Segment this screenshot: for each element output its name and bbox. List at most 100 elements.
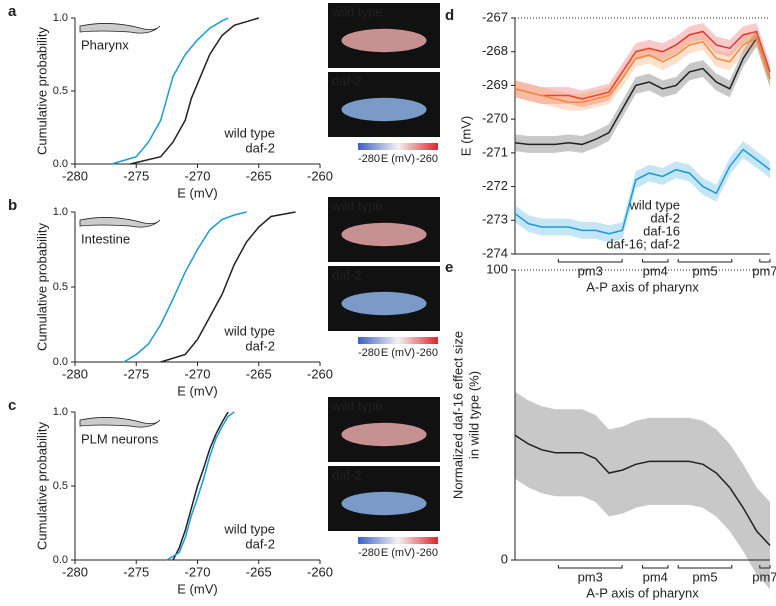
y-tick-label: 0.5	[53, 85, 68, 97]
annotation: Intestine	[81, 231, 130, 246]
image-label: wild type	[331, 398, 383, 413]
y-tick-label: 0.5	[53, 281, 68, 293]
region-bracket	[557, 259, 623, 263]
y-tick-label: 0.0	[53, 158, 68, 170]
region-label: pm4	[643, 263, 668, 278]
y-tick-label: 1.0	[53, 206, 68, 218]
x-axis-label: E (mV)	[177, 581, 217, 596]
x-tick-label: -265	[246, 564, 272, 579]
specimen	[341, 422, 427, 447]
y-axis-label: Cumulative probability	[34, 27, 49, 155]
region-bracket	[677, 565, 733, 569]
error-band	[515, 29, 770, 153]
panel-letter: c	[8, 397, 16, 414]
colorbar-tick-label: -260	[416, 347, 438, 359]
cdf-line	[129, 17, 259, 165]
panel-letter: a	[8, 3, 17, 20]
x-axis-label: A-P axis of pharynx	[586, 585, 699, 600]
image-label: wild type	[331, 4, 383, 19]
image-label: daf-2	[332, 267, 362, 282]
x-tick-label: -265	[246, 168, 272, 183]
y-axis-label: Cumulative probability	[34, 223, 49, 351]
region-label: pm4	[643, 569, 668, 584]
y-tick-label: -272	[482, 178, 508, 193]
legend-label: daf-2	[650, 210, 680, 225]
panel-letter: b	[8, 197, 17, 214]
cdf-line	[172, 411, 229, 561]
colorbar-tick-label: -280	[358, 347, 380, 359]
region-label: pm3	[578, 263, 603, 278]
y-tick-label: -273	[482, 212, 508, 227]
y-tick-label: 0	[501, 551, 508, 566]
colorbar-tick-label: -260	[416, 547, 438, 559]
x-tick-label: -275	[123, 564, 149, 579]
mean-line	[514, 434, 771, 547]
region-bracket	[759, 565, 771, 569]
legend-label: daf-2	[245, 140, 275, 155]
x-tick-label: -280	[62, 168, 88, 183]
y-tick-label: -268	[482, 43, 508, 58]
region-label: pm7	[752, 263, 776, 278]
y-axis-label: Cumulative probability	[34, 422, 49, 550]
colorbar-label: E (mV)	[381, 153, 415, 165]
x-tick-label: -280	[62, 366, 88, 381]
worm-outline	[79, 217, 161, 228]
mean-line	[514, 148, 771, 235]
x-tick-label: -275	[123, 366, 149, 381]
y-tick-label: 1.0	[53, 406, 68, 418]
cdf-line	[111, 17, 229, 165]
y-axis-label: E (mV)	[458, 116, 473, 156]
x-axis-label: E (mV)	[177, 185, 217, 200]
legend-label: wild type	[223, 521, 275, 536]
colorbar-label: E (mV)	[381, 547, 415, 559]
y-tick-label: 0.5	[53, 480, 68, 492]
legend-label: daf-2	[245, 338, 275, 353]
y-tick-label: 0.0	[53, 554, 68, 566]
x-tick-label: -265	[246, 366, 272, 381]
cdf-line	[166, 411, 235, 561]
region-bracket	[642, 565, 669, 569]
colorbar	[358, 337, 438, 344]
legend-label: wild type	[223, 323, 275, 338]
region-bracket	[642, 259, 669, 263]
specimen	[341, 291, 427, 316]
y-tick-label: -274	[482, 245, 508, 260]
annotation: Pharynx	[81, 37, 129, 52]
y-axis-label: in wild type (%)	[466, 371, 481, 459]
y-axis-label: Normalized daf-16 effect size	[450, 331, 465, 499]
legend-label: wild type	[628, 197, 680, 212]
mean-line	[514, 36, 771, 146]
colorbar	[358, 143, 438, 150]
legend-label: daf-2	[245, 536, 275, 551]
colorbar-label: E (mV)	[381, 347, 415, 359]
legend-label: wild type	[223, 125, 275, 140]
region-bracket	[677, 259, 733, 263]
x-tick-label: -270	[184, 564, 210, 579]
specimen	[341, 491, 427, 516]
image-label: wild type	[331, 198, 383, 213]
image-label: daf-2	[332, 467, 362, 482]
y-tick-label: 0.0	[53, 356, 68, 368]
legend-label: daf-16; daf-2	[606, 236, 680, 251]
error-band	[515, 29, 770, 111]
annotation: PLM neurons	[81, 431, 159, 446]
x-tick-label: -260	[307, 366, 333, 381]
x-tick-label: -260	[307, 564, 333, 579]
x-tick-label: -280	[62, 564, 88, 579]
specimen	[341, 28, 427, 53]
specimen	[341, 97, 427, 122]
image-label: daf-2	[332, 73, 362, 88]
y-tick-label: -271	[482, 144, 508, 159]
colorbar-tick-label: -280	[358, 547, 380, 559]
colorbar	[358, 537, 438, 544]
colorbar-tick-label: -260	[416, 153, 438, 165]
region-label: pm5	[692, 263, 717, 278]
y-tick-label: -270	[482, 111, 508, 126]
y-tick-label: 1.0	[53, 12, 68, 24]
region-bracket	[557, 565, 623, 569]
y-tick-label: -269	[482, 77, 508, 92]
cdf-line	[160, 211, 296, 363]
panel-letter: e	[445, 259, 453, 276]
error-band	[515, 391, 770, 589]
